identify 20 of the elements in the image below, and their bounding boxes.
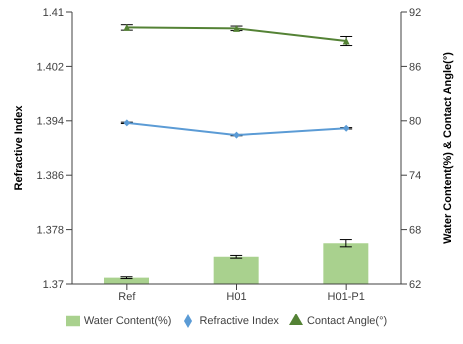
y-tick-label: 1.41 (42, 6, 64, 19)
y2-tick-label: 74 (409, 170, 422, 182)
y2-tick-label: 80 (409, 116, 422, 128)
y2-axis-title: Water Content(%) & Contact Angle(°) (442, 52, 454, 244)
y-tick-label: 1.394 (36, 116, 64, 128)
y2-tick-label: 92 (409, 6, 422, 19)
x-tick-label: Ref (118, 290, 136, 303)
y-tick-label: 1.378 (36, 224, 64, 237)
x-tick-label: H01-P1 (328, 290, 365, 303)
y2-tick-label: 86 (409, 61, 422, 74)
y-tick-label: 1.402 (36, 61, 64, 74)
y-axis-title: Refractive Index (12, 104, 25, 190)
y2-tick-label: 62 (409, 278, 422, 291)
legend-label: Water Content(%) (84, 314, 172, 327)
x-tick-label: H01 (226, 290, 247, 303)
y-tick-label: 1.386 (36, 170, 64, 182)
y2-tick-label: 68 (409, 224, 422, 237)
y-tick-label: 1.37 (42, 278, 64, 291)
legend-label: Contact Angle(°) (306, 314, 388, 327)
legend-label: Refractive Index (199, 314, 279, 327)
